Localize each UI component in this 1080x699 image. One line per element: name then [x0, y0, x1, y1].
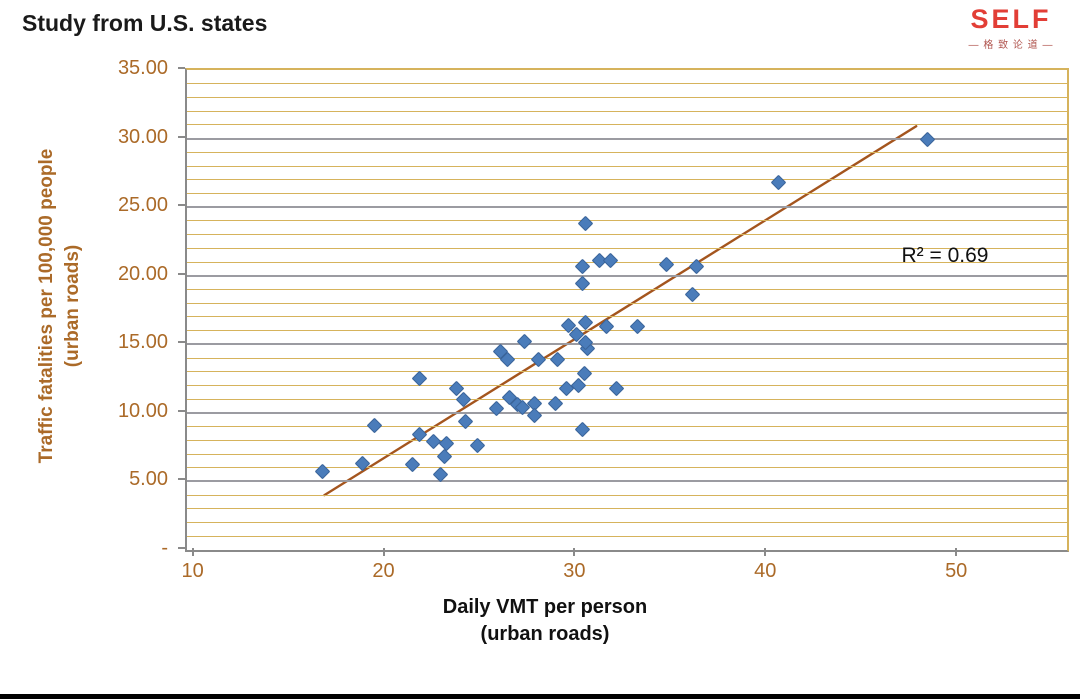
brand-subtitle: — 格 致 论 道 —	[968, 40, 1054, 51]
gridline-minor	[187, 234, 1067, 236]
y-tick-label: 15.00	[117, 331, 168, 354]
gridline-major	[187, 411, 1067, 414]
gridline-minor	[187, 494, 1067, 496]
gridline-minor	[187, 261, 1067, 263]
y-tick-label: 35.00	[117, 57, 168, 79]
brand-logo: SELF — 格 致 论 道 —	[956, 4, 1066, 52]
y-axis-tick	[178, 547, 185, 549]
x-axis-tick	[191, 548, 194, 556]
y-axis-title: Traffic fatalities per 100,000 people (u…	[34, 96, 86, 516]
gridline-minor	[187, 179, 1067, 181]
y-tick-label: -	[161, 537, 168, 559]
bottom-bar	[0, 694, 1080, 699]
gridline-minor	[187, 83, 1067, 85]
gridline-major	[187, 137, 1067, 140]
x-tick-label: 10	[181, 560, 204, 582]
y-axis-tick	[178, 409, 185, 412]
y-axis-tick	[178, 204, 185, 207]
gridline-minor	[187, 357, 1067, 359]
gridline-minor	[187, 467, 1067, 469]
gridline-minor	[187, 439, 1067, 441]
y-tick-label: 10.00	[117, 399, 168, 422]
x-tick-label: 50	[945, 560, 968, 582]
y-axis-tick	[178, 135, 185, 138]
gridline-minor	[187, 165, 1067, 167]
brand-text: SELF	[970, 4, 1052, 34]
trend-line-layer	[323, 125, 918, 497]
y-tick-label: 25.00	[117, 194, 168, 217]
gridline-minor	[187, 151, 1067, 153]
y-axis-tick	[178, 341, 185, 344]
gridline-major	[187, 274, 1067, 277]
gridline-minor	[187, 302, 1067, 304]
x-tick-label: 40	[754, 560, 777, 582]
y-axis-tick	[178, 272, 185, 275]
x-tick-label: 30	[563, 560, 586, 582]
x-axis-tick	[573, 548, 576, 556]
gridline-minor	[187, 192, 1067, 194]
gridline-minor	[187, 453, 1067, 455]
gridline-minor	[187, 330, 1067, 332]
y-axis-tick	[178, 478, 185, 481]
x-tick-label: 20	[372, 560, 395, 582]
y-tick-label: 30.00	[117, 125, 168, 148]
gridline-minor	[187, 426, 1067, 428]
gridline-minor	[187, 535, 1067, 537]
gridline-minor	[187, 508, 1067, 510]
y-tick-label: 20.00	[117, 262, 168, 285]
gridline-minor	[187, 522, 1067, 524]
r-squared-annotation: R² = 0.69	[901, 244, 989, 267]
gridline-minor	[187, 247, 1067, 249]
y-tick-label: 5.00	[129, 468, 168, 491]
plot-area	[185, 68, 1069, 552]
x-axis-title: Daily VMT per person (urban roads)	[355, 594, 735, 648]
gridline-minor	[187, 220, 1067, 222]
page-title: Study from U.S. states	[22, 10, 268, 36]
gridline-minor	[187, 398, 1067, 400]
gridline-minor	[187, 316, 1067, 318]
gridline-major	[187, 206, 1067, 209]
gridline-minor	[187, 384, 1067, 386]
gridline-major	[187, 480, 1067, 483]
y-axis-tick	[178, 67, 185, 69]
gridline-minor	[187, 288, 1067, 290]
gridline-minor	[187, 96, 1067, 98]
gridline-major	[187, 343, 1067, 346]
gridline-minor	[187, 110, 1067, 112]
x-axis-title-line1: Daily VMT per person	[442, 596, 648, 618]
x-axis-tick	[764, 548, 767, 556]
x-axis-title-line2: (urban roads)	[480, 623, 610, 645]
x-axis-tick	[955, 548, 958, 556]
x-axis-tick	[382, 548, 385, 556]
gridline-minor	[187, 371, 1067, 373]
gridline-minor	[187, 124, 1067, 126]
